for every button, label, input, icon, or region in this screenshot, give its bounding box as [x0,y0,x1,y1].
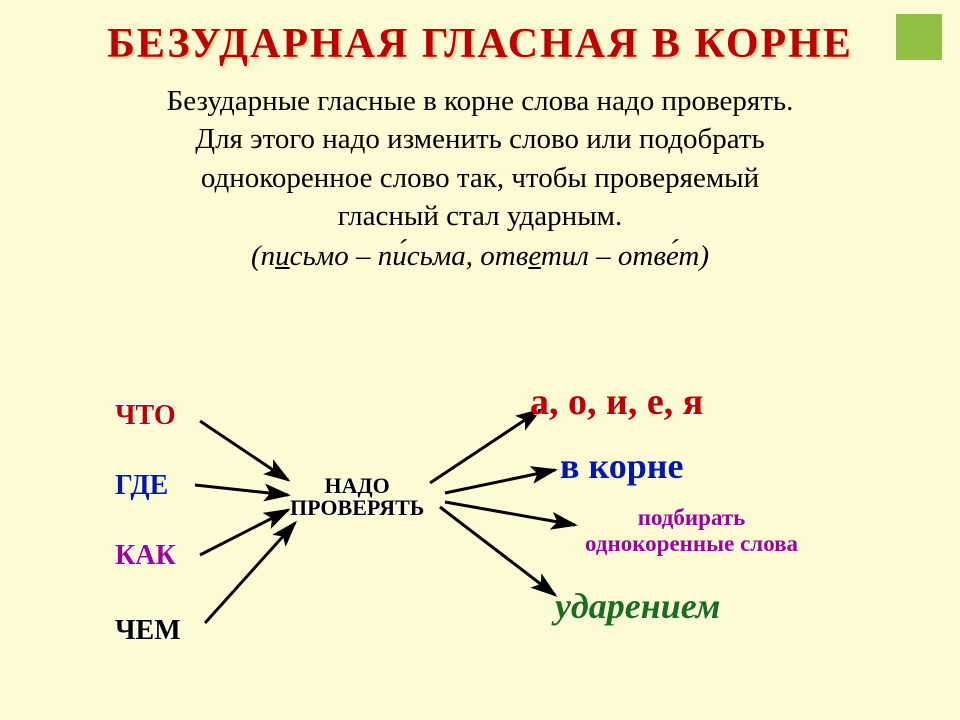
question-label: ГДЕ [115,470,168,502]
answer-vowels: а, о, и, е, я [530,380,703,424]
rule-line: однокоренное слово так, чтобы проверяемы… [25,159,935,197]
rule-line: Для этого надо изменить слово или подобр… [25,120,935,158]
rule-line: Безударные гласные в корне слова надо пр… [25,82,935,120]
question-label: ЧЕМ [115,615,181,647]
question-label: ЧТО [115,400,176,432]
rule-line: гласный стал ударным. [25,197,935,235]
answer-root: в корне [560,445,683,487]
rule-text: Безударные гласные в корне слова надо пр… [25,82,935,275]
concept-diagram: НАДО ПРОВЕРЯТЬ ЧТО ГДЕ КАК ЧЕМ а, о, и, е, … [0,355,960,715]
rule-examples: (письмо – пи́сьма, ответил – отве́т) [25,237,935,275]
page-title: БЕЗУДАРНАЯ ГЛАСНАЯ В КОРНЕ [0,20,960,68]
question-label: КАК [115,540,176,572]
diagram-center: НАДО ПРОВЕРЯТЬ [290,475,424,519]
answer-stress: ударением [555,585,720,627]
answer-pick: подбирать однокоренные слова [585,505,798,558]
